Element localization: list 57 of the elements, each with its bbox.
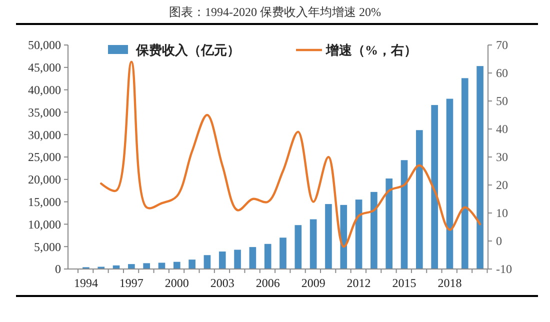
- legend-label: 保费收入（亿元）: [135, 42, 240, 58]
- bar: [143, 263, 150, 269]
- bar: [188, 260, 196, 269]
- bar: [173, 262, 180, 269]
- x-tick-label: 2015: [392, 276, 416, 290]
- x-tick-label: 2003: [210, 276, 234, 290]
- chart-title: 图表：1994-2020 保费收入年均增速 20%: [169, 5, 381, 19]
- y-tick-label: 45,000: [28, 60, 61, 75]
- x-tick-label: 1997: [119, 276, 144, 290]
- legend-label: 增速（%，右）: [325, 42, 417, 58]
- y2-tick-label: 60: [496, 66, 508, 80]
- bar: [431, 105, 438, 269]
- y-tick-label: 30,000: [28, 128, 61, 142]
- y-tick-label: 15,000: [28, 195, 61, 209]
- bar: [446, 98, 454, 269]
- bar: [370, 192, 378, 269]
- y-tick-label: 50,000: [28, 38, 61, 52]
- bar: [218, 252, 226, 269]
- y-tick-label: 35,000: [28, 105, 61, 120]
- bar: [294, 225, 302, 269]
- bar: [400, 160, 408, 269]
- bar: [264, 244, 272, 269]
- y-tick-label: 0: [55, 262, 61, 276]
- y-tick-label: 20,000: [28, 172, 61, 187]
- bar: [355, 200, 362, 269]
- y-tick-label: 5,000: [34, 240, 61, 254]
- bar: [310, 219, 317, 269]
- bar: [476, 66, 484, 269]
- y2-tick-label: 20: [496, 178, 508, 192]
- bar: [386, 178, 393, 269]
- bar: [340, 204, 348, 269]
- y2-tick-label: 10: [496, 206, 508, 220]
- y-tick-label: 40,000: [28, 83, 61, 97]
- y2-tick-label: 40: [496, 122, 508, 136]
- bar: [204, 255, 211, 269]
- x-tick-label: 2018: [438, 276, 462, 290]
- bar: [234, 250, 241, 269]
- x-tick-label: 2006: [256, 276, 280, 290]
- x-tick-label: 2012: [346, 276, 371, 290]
- line-series: [100, 60, 482, 248]
- bar: [416, 130, 423, 269]
- bar: [280, 238, 286, 269]
- x-tick-label: 2000: [164, 276, 189, 290]
- y2-tick-label: 50: [496, 94, 508, 108]
- y-tick-label: 25,000: [28, 150, 61, 164]
- bar: [249, 247, 256, 269]
- y2-tick-label: 30: [496, 150, 508, 164]
- bar: [461, 78, 468, 269]
- bar: [158, 262, 166, 269]
- y2-tick-label: -10: [496, 262, 512, 276]
- x-tick-label: 1994: [74, 276, 98, 290]
- y-tick-label: 10,000: [28, 217, 61, 232]
- bar: [325, 204, 332, 269]
- y2-tick-label: 70: [496, 38, 508, 52]
- y2-tick-label: 0: [496, 234, 502, 248]
- bar: [128, 264, 135, 269]
- x-tick-label: 2009: [301, 276, 326, 290]
